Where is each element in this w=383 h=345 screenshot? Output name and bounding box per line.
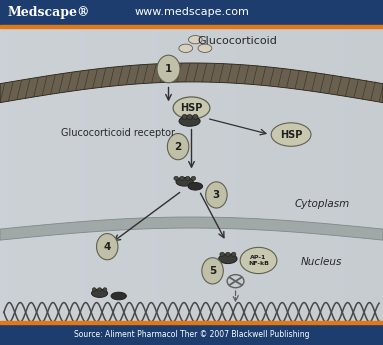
- Ellipse shape: [271, 123, 311, 146]
- Ellipse shape: [240, 247, 277, 274]
- Ellipse shape: [202, 258, 223, 284]
- Ellipse shape: [173, 97, 210, 119]
- Bar: [0, 324, 383, 345]
- Text: Source: Aliment Pharmacol Ther © 2007 Blackwell Publishing: Source: Aliment Pharmacol Ther © 2007 Bl…: [74, 330, 309, 339]
- Ellipse shape: [179, 116, 200, 126]
- Ellipse shape: [187, 115, 192, 119]
- Ellipse shape: [193, 115, 198, 119]
- Bar: [0, 321, 383, 324]
- Polygon shape: [0, 217, 383, 240]
- Ellipse shape: [206, 182, 227, 208]
- Ellipse shape: [111, 292, 126, 300]
- Text: Cytoplasm: Cytoplasm: [294, 199, 349, 208]
- Text: 1: 1: [165, 64, 172, 74]
- Ellipse shape: [219, 254, 237, 264]
- Text: HSP: HSP: [280, 130, 302, 139]
- Text: Glucocorticoid: Glucocorticoid: [198, 37, 277, 46]
- Text: HSP: HSP: [180, 103, 203, 113]
- Text: 5: 5: [209, 266, 216, 276]
- Bar: [0, 0, 383, 25]
- Text: 3: 3: [213, 190, 220, 200]
- Ellipse shape: [220, 252, 224, 256]
- Ellipse shape: [188, 183, 203, 190]
- Ellipse shape: [97, 234, 118, 260]
- Ellipse shape: [226, 252, 230, 256]
- Ellipse shape: [167, 134, 189, 160]
- Ellipse shape: [188, 36, 202, 44]
- Bar: [0, 25, 383, 28]
- Text: AP-1
NF-kB: AP-1 NF-kB: [248, 255, 269, 266]
- Text: Nucleus: Nucleus: [301, 257, 342, 267]
- Polygon shape: [0, 63, 383, 103]
- Ellipse shape: [198, 44, 212, 52]
- Ellipse shape: [179, 44, 193, 52]
- Ellipse shape: [103, 288, 107, 291]
- Ellipse shape: [185, 176, 190, 180]
- Ellipse shape: [98, 288, 101, 291]
- Text: www.medscape.com: www.medscape.com: [134, 8, 249, 17]
- Ellipse shape: [191, 176, 196, 180]
- Ellipse shape: [92, 288, 96, 291]
- Ellipse shape: [182, 115, 187, 119]
- Ellipse shape: [157, 55, 180, 83]
- Text: Glucocorticoid receptor: Glucocorticoid receptor: [61, 128, 175, 138]
- Ellipse shape: [176, 177, 193, 186]
- Ellipse shape: [231, 252, 236, 256]
- Text: Medscape®: Medscape®: [8, 6, 90, 19]
- Ellipse shape: [92, 289, 108, 297]
- Ellipse shape: [174, 176, 178, 180]
- Text: 2: 2: [175, 142, 182, 151]
- Ellipse shape: [180, 176, 184, 180]
- Text: 4: 4: [103, 242, 111, 252]
